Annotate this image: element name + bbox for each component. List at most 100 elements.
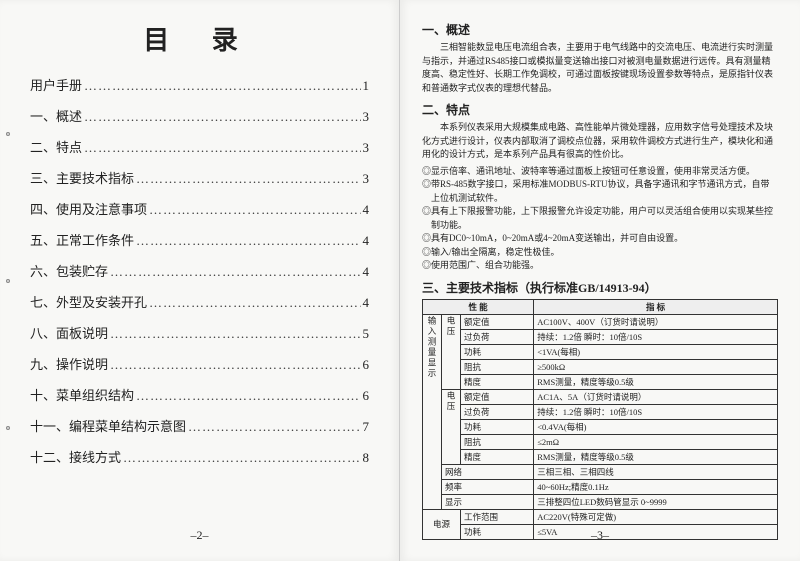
section-1-title: 一、概述 bbox=[422, 21, 778, 38]
cell: 三排整四位LED数码管显示 0~9999 bbox=[534, 494, 778, 509]
toc-item: 十、菜单组织结构…………………………………………………………6 bbox=[30, 385, 369, 404]
page-number-right: –3– bbox=[591, 528, 609, 543]
toc-dots: ………………………………………………………… bbox=[149, 202, 360, 218]
toc-item: 八、面板说明…………………………………………………………5 bbox=[30, 323, 369, 342]
toc-dots: ………………………………………………………… bbox=[136, 171, 360, 187]
feature-item: ◎具有上下限报警功能，上下限报警允许设定功能，用户可以灵活组合使用以实现某些控制… bbox=[422, 205, 778, 232]
cell: 额定值 bbox=[461, 314, 534, 329]
toc-label: 五、正常工作条件 bbox=[30, 230, 134, 249]
cell: 持续：1.2倍 瞬时：10倍/10S bbox=[534, 329, 778, 344]
feature-item: ◎带RS-485数字接口，采用标准MODBUS-RTU协议，具备字通讯和字节通讯… bbox=[422, 178, 778, 205]
toc-title: 目 录 bbox=[30, 20, 369, 57]
toc-label: 二、特点 bbox=[30, 137, 82, 156]
toc-item: 七、外型及安装开孔…………………………………………………………4 bbox=[30, 292, 369, 311]
cell: 额定值 bbox=[461, 389, 534, 404]
toc-item: 十一、编程菜单结构示意图…………………………………………………………7 bbox=[30, 416, 369, 435]
toc-dots: ………………………………………………………… bbox=[110, 264, 360, 280]
feature-item: ◎使用范围广、组合功能强。 bbox=[422, 259, 778, 273]
cell: 功耗 bbox=[461, 419, 534, 434]
cell: 持续：1.2倍 瞬时：10倍/10S bbox=[534, 404, 778, 419]
cell: 三相三相、三相四线 bbox=[534, 464, 778, 479]
cell: 频率 bbox=[442, 479, 534, 494]
cell: 功耗 bbox=[461, 524, 534, 539]
cell: AC220V(特殊可定做) bbox=[534, 509, 778, 524]
toc-dots: ………………………………………………………… bbox=[84, 109, 360, 125]
toc-page: 1 bbox=[363, 78, 370, 94]
cell: 阻抗 bbox=[461, 434, 534, 449]
cell: AC1A、5A（订货时请说明） bbox=[534, 389, 778, 404]
spec-table: 性 能指 标输入测量显示电压额定值AC100V、400V（订货时请说明）过负荷持… bbox=[422, 299, 778, 540]
toc-list: 用户手册…………………………………………………………1一、概述………………………… bbox=[30, 75, 369, 466]
toc-dots: ………………………………………………………… bbox=[110, 357, 360, 373]
toc-dots: ………………………………………………………… bbox=[110, 326, 360, 342]
sub-voltage-1: 电压 bbox=[442, 314, 461, 389]
cell: 显示 bbox=[442, 494, 534, 509]
toc-label: 九、操作说明 bbox=[30, 354, 108, 373]
left-page: 目 录 用户手册…………………………………………………………1一、概述……………… bbox=[0, 0, 400, 561]
group-power: 电源 bbox=[423, 509, 461, 539]
toc-page: 3 bbox=[363, 140, 370, 156]
feature-item: ◎具有DC0~10mA，0~20mA或4~20mA变送输出，并可自由设置。 bbox=[422, 232, 778, 246]
right-page: 一、概述 三相智能数显电压电流组合表，主要用于电气线路中的交流电压、电流进行实时… bbox=[400, 0, 800, 561]
toc-item: 三、主要技术指标…………………………………………………………3 bbox=[30, 168, 369, 187]
cell: 精度 bbox=[461, 449, 534, 464]
toc-dots: ………………………………………………………… bbox=[149, 295, 360, 311]
toc-item: 六、包装贮存…………………………………………………………4 bbox=[30, 261, 369, 280]
toc-item: 二、特点…………………………………………………………3 bbox=[30, 137, 369, 156]
toc-page: 4 bbox=[363, 233, 370, 249]
cell: 功耗 bbox=[461, 344, 534, 359]
toc-page: 4 bbox=[363, 295, 370, 311]
toc-item: 用户手册…………………………………………………………1 bbox=[30, 75, 369, 94]
toc-label: 十一、编程菜单结构示意图 bbox=[30, 416, 186, 435]
cell: 精度 bbox=[461, 374, 534, 389]
section-2-title: 二、特点 bbox=[422, 101, 778, 118]
sub-voltage-2: 电压 bbox=[442, 389, 461, 464]
toc-item: 五、正常工作条件…………………………………………………………4 bbox=[30, 230, 369, 249]
page-number-left: –2– bbox=[191, 528, 209, 543]
cell: AC100V、400V（订货时请说明） bbox=[534, 314, 778, 329]
toc-label: 四、使用及注意事项 bbox=[30, 199, 147, 218]
cell: 工作范围 bbox=[461, 509, 534, 524]
toc-page: 4 bbox=[363, 202, 370, 218]
section-1-text: 三相智能数显电压电流组合表，主要用于电气线路中的交流电压、电流进行实时测量与指示… bbox=[422, 41, 778, 95]
section-3-title: 三、主要技术指标（执行标准GB/14913-94） bbox=[422, 279, 778, 296]
th-spec: 指 标 bbox=[534, 299, 778, 314]
toc-item: 四、使用及注意事项…………………………………………………………4 bbox=[30, 199, 369, 218]
cell: 网络 bbox=[442, 464, 534, 479]
toc-label: 六、包装贮存 bbox=[30, 261, 108, 280]
toc-dots: ………………………………………………………… bbox=[136, 388, 360, 404]
toc-dots: ………………………………………………………… bbox=[84, 78, 360, 94]
toc-page: 7 bbox=[363, 419, 370, 435]
toc-label: 十二、接线方式 bbox=[30, 447, 121, 466]
toc-page: 5 bbox=[363, 326, 370, 342]
toc-label: 七、外型及安装开孔 bbox=[30, 292, 147, 311]
cell: 过负荷 bbox=[461, 404, 534, 419]
toc-page: 4 bbox=[363, 264, 370, 280]
toc-page: 8 bbox=[363, 450, 370, 466]
cell: 过负荷 bbox=[461, 329, 534, 344]
toc-label: 八、面板说明 bbox=[30, 323, 108, 342]
section-2-intro: 本系列仪表采用大规模集成电路、高性能单片微处理器，应用数字信号处理技术及块化方式… bbox=[422, 121, 778, 162]
toc-label: 三、主要技术指标 bbox=[30, 168, 134, 187]
th-perf: 性 能 bbox=[423, 299, 534, 314]
toc-label: 一、概述 bbox=[30, 106, 82, 125]
toc-dots: ………………………………………………………… bbox=[123, 450, 360, 466]
cell: 阻抗 bbox=[461, 359, 534, 374]
cell: ≥500kΩ bbox=[534, 359, 778, 374]
cell: ≤5VA bbox=[534, 524, 778, 539]
toc-dots: ………………………………………………………… bbox=[188, 419, 360, 435]
feature-item: ◎输入/输出全隔离，稳定性极佳。 bbox=[422, 246, 778, 260]
group-input: 输入测量显示 bbox=[423, 314, 442, 509]
feature-item: ◎显示倍率、通讯地址、波特率等通过面板上按钮可任意设置，使用非常灵活方便。 bbox=[422, 165, 778, 179]
toc-item: 九、操作说明…………………………………………………………6 bbox=[30, 354, 369, 373]
cell: <0.4VA(每相) bbox=[534, 419, 778, 434]
cell: 40~60Hz;精度0.1Hz bbox=[534, 479, 778, 494]
cell: RMS测量，精度等级0.5级 bbox=[534, 374, 778, 389]
toc-dots: ………………………………………………………… bbox=[84, 140, 360, 156]
binding-holes bbox=[6, 0, 14, 561]
cell: <1VA(每相) bbox=[534, 344, 778, 359]
cell: ≤2mΩ bbox=[534, 434, 778, 449]
toc-page: 3 bbox=[363, 109, 370, 125]
toc-page: 6 bbox=[363, 357, 370, 373]
feature-list: ◎显示倍率、通讯地址、波特率等通过面板上按钮可任意设置，使用非常灵活方便。◎带R… bbox=[422, 165, 778, 273]
